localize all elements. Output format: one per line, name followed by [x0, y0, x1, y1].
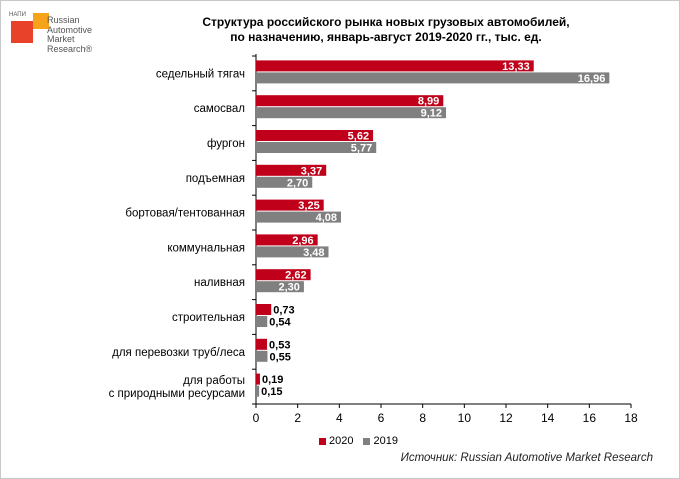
- category-label: фургон: [207, 138, 245, 150]
- data-label-2019: 9,12: [421, 108, 442, 120]
- chart-title: Структура российского рынка новых грузов…: [151, 15, 621, 45]
- logo-red-square: [11, 21, 33, 43]
- chart-legend: 2020 2019: [319, 435, 398, 447]
- x-tick-label: 14: [541, 411, 555, 425]
- bar-2020: [256, 373, 260, 385]
- data-label-2020: 0,19: [262, 374, 283, 386]
- bar-2019: [256, 211, 341, 223]
- data-label-2020: 3,37: [301, 165, 322, 177]
- data-label-2020: 2,62: [285, 270, 306, 282]
- bar-2020: [256, 95, 444, 107]
- x-tick-label: 10: [458, 411, 472, 425]
- data-label-2020: 13,33: [502, 61, 530, 73]
- data-label-2020: 2,96: [292, 235, 313, 247]
- category-label: для перевозки труб/леса: [112, 347, 245, 359]
- data-label-2019: 0,15: [261, 386, 282, 398]
- x-tick-label: 12: [499, 411, 513, 425]
- data-label-2019: 0,54: [269, 317, 291, 329]
- category-label: строительная: [172, 312, 245, 324]
- bar-2020: [256, 164, 327, 176]
- category-label: седельный тягач: [156, 68, 245, 80]
- legend-label-2019: 2019: [373, 435, 398, 447]
- data-label-2020: 5,62: [348, 131, 369, 143]
- data-label-2019: 5,77: [351, 143, 372, 155]
- data-label-2019: 4,08: [316, 212, 337, 224]
- x-tick-label: 8: [419, 411, 426, 425]
- data-label-2020: 0,73: [273, 305, 294, 317]
- rus-auto-logo: НАПИ Russian Automotive Market Research®: [7, 9, 97, 71]
- bar-2019: [256, 350, 268, 362]
- bar-2019: [256, 281, 304, 293]
- x-tick-label: 18: [624, 411, 638, 425]
- data-label-2019: 2,70: [287, 177, 308, 189]
- legend-label-2020: 2020: [329, 435, 354, 447]
- source-note: Источник: Russian Automotive Market Rese…: [400, 452, 653, 464]
- bar-2019: [256, 246, 329, 258]
- x-tick-label: 2: [294, 411, 301, 425]
- x-tick-label: 6: [378, 411, 385, 425]
- bar-2020: [256, 304, 272, 315]
- category-label: бортовая/тентованная: [125, 208, 245, 220]
- bar-2020: [256, 199, 324, 211]
- data-label-2020: 8,99: [418, 96, 439, 108]
- data-label-2020: 3,25: [298, 200, 319, 212]
- bar-2019: [256, 107, 446, 119]
- bar-2019: [256, 385, 260, 397]
- data-label-2020: 0,53: [269, 339, 290, 351]
- x-tick-label: 4: [336, 411, 343, 425]
- bar-2020: [256, 60, 534, 72]
- logo-text: Russian Automotive Market Research®: [47, 15, 93, 54]
- logo-orange-square: [33, 13, 49, 29]
- legend-item-2020: 2020: [319, 435, 353, 447]
- logo-tag: НАПИ: [9, 12, 26, 18]
- data-label-2019: 3,48: [303, 247, 324, 259]
- chart-title-line: по назначению, январь-август 2019-2020 г…: [230, 30, 542, 44]
- bar-2019: [256, 142, 377, 153]
- category-label: самосвал: [194, 103, 245, 115]
- bar-2020: [256, 338, 268, 350]
- data-label-2019: 0,55: [269, 351, 290, 363]
- chart-title-line: Структура российского рынка новых грузов…: [202, 15, 570, 29]
- category-label: подъемная: [186, 173, 245, 185]
- bar-2019: [256, 316, 268, 327]
- x-tick-label: 0: [253, 411, 260, 425]
- category-label: наливная: [194, 277, 245, 289]
- category-label: с природными ресурсами: [109, 388, 245, 400]
- legend-item-2019: 2019: [363, 435, 398, 447]
- legend-swatch-2019: [363, 437, 371, 445]
- bar-2020: [256, 269, 311, 281]
- bar-2020: [256, 130, 374, 141]
- legend-swatch-2020: [319, 437, 326, 445]
- bar-2019: [256, 176, 313, 188]
- category-label: для работы: [183, 375, 245, 387]
- bar-2020: [256, 234, 318, 246]
- data-label-2019: 2,30: [278, 282, 299, 294]
- bar-2019: [256, 72, 610, 84]
- category-label: коммунальная: [167, 242, 245, 254]
- data-label-2019: 16,96: [578, 73, 606, 85]
- x-tick-label: 16: [583, 411, 597, 425]
